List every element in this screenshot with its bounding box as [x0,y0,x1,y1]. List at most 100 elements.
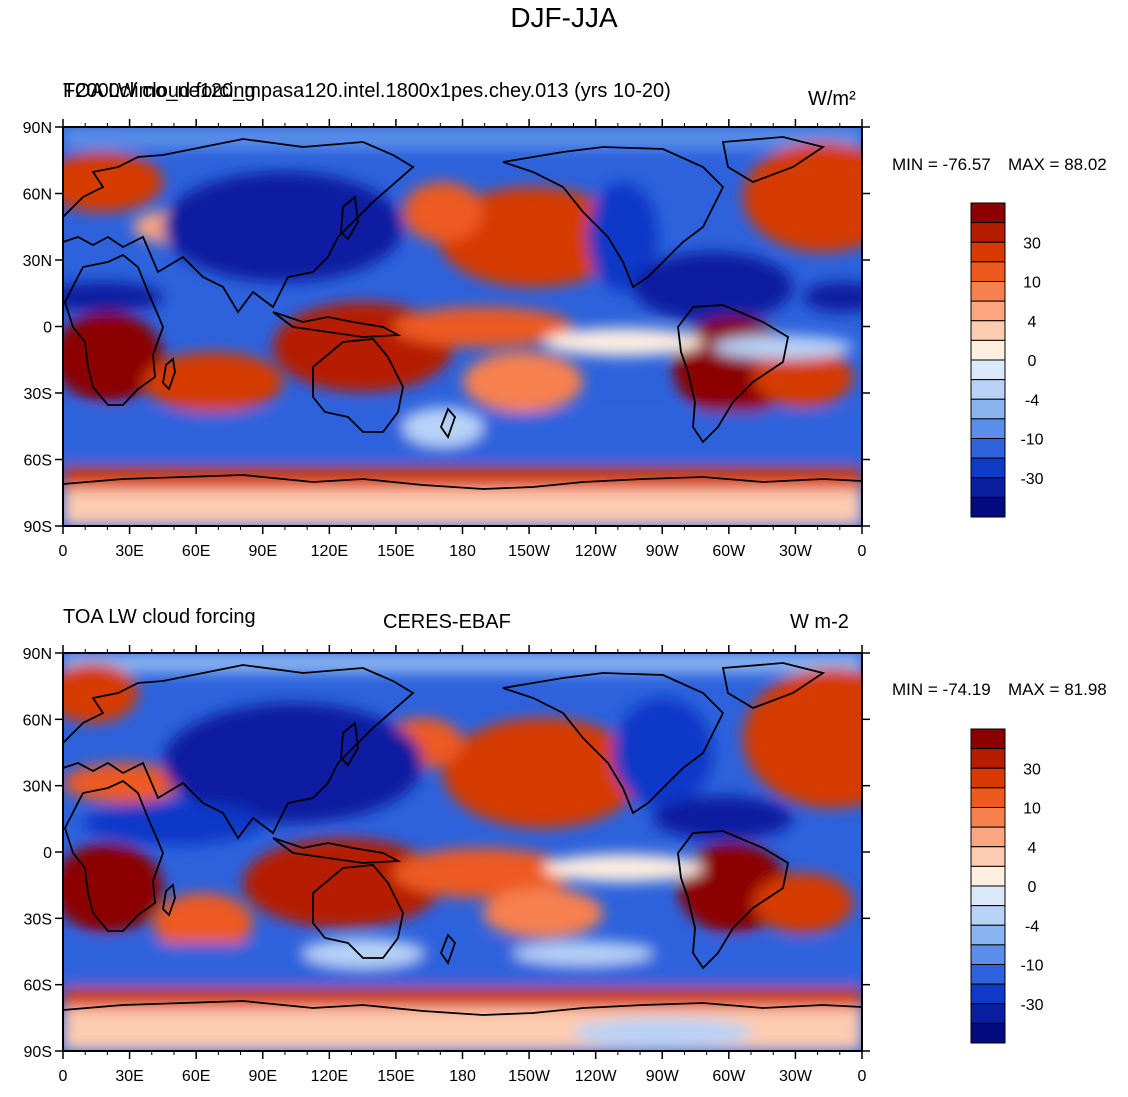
panel2-colorbar-swatch [970,767,1006,789]
panel1-colorbar-swatch [970,457,1006,479]
panel2-colorbar-swatch [970,983,1006,1005]
panel1-colorbar-swatch [970,496,1006,518]
panel2-min: MIN = -74.19 [892,680,991,699]
panel2-units: W m-2 [790,611,849,633]
panel1-lon-label: 90E [249,543,277,560]
panel1-colorbar-swatch [970,359,1006,381]
panel1-lon-label: 120E [311,543,348,560]
panel1-lon-label: 120W [575,543,618,560]
panel1-left-title-b: F2000climo_ne120_mpasa120.intel.1800x1pe… [63,80,671,102]
panel2-lon-label: 150W [508,1068,551,1085]
panel2-colorbar-swatch [970,885,1006,907]
panel2-lat-label: 90N [23,646,52,663]
panel1-lon-label: 180 [449,543,476,560]
panel2-colorbar-swatch [970,846,1006,867]
panel1-colorbar-swatch [970,281,1006,302]
panel2-colorbar-label: 0 [1028,879,1037,896]
panel1-colorbar-swatch [970,339,1006,361]
panel1-lat-label: 90S [24,519,52,536]
panel2-lon-label: 120E [311,1068,348,1085]
panel2-lon-label: 60W [712,1068,746,1085]
panel1-colorbar-label: 4 [1028,314,1037,331]
panel2-colorbar-swatch [970,826,1006,848]
panel1-colorbar-swatch [970,379,1006,400]
panel2-colorbar-label: -10 [1020,958,1043,975]
panel1-lon-label: 60W [712,543,746,560]
panel2-colorbar-label: -30 [1020,997,1043,1014]
panel2-lat-label: 30N [23,779,52,796]
panel1-lat-label: 60S [24,453,52,470]
panel2-map [62,652,863,1052]
panel1-colorbar-label: 10 [1023,275,1041,292]
panel1-lat-label: 30S [24,386,52,403]
panel2-colorbar-label: 10 [1023,801,1041,818]
panel1-colorbar-swatch [970,202,1006,224]
panel2-lon-label: 180 [449,1068,476,1085]
panel1-lat-label: 0 [43,320,52,337]
panel2-max: MAX = 81.98 [1008,680,1107,699]
panel2-colorbar-swatch [970,944,1006,965]
panel2-colorbar-swatch [970,728,1006,750]
panel1-colorbar-swatch [970,418,1006,439]
panel2-lat-label: 90S [24,1044,52,1061]
panel1-lon-label: 60E [182,543,210,560]
panel2-colorbar-swatch [970,1003,1006,1024]
panel1-max: MAX = 88.02 [1008,155,1107,174]
panel2-lon-label: 120W [575,1068,618,1085]
panel2-lat-label: 60N [23,712,52,729]
panel2-lon-label: 60E [182,1068,210,1085]
panel1-colorbar-swatch [970,241,1006,263]
panel1-left-title-a: TOA LW cloud forcing [63,80,256,102]
panel2-colorbar-swatch [970,865,1006,887]
panel2-lon-label: 30W [779,1068,813,1085]
panel1-lon-label: 30E [115,543,143,560]
panel2-lat-label: 30S [24,911,52,928]
panel1-colorbar-label: 30 [1023,235,1041,252]
panel1-lon-label: 0 [59,543,68,560]
panel2-lat-label: 60S [24,978,52,995]
panel1-colorbar-swatch [970,320,1006,341]
figure-title: DJF-JJA [510,2,618,33]
panel2-lat-label: 0 [43,845,52,862]
panel1-colorbar-swatch [970,300,1006,322]
panel2-colorbar-swatch [970,924,1006,946]
panel1-colorbar-label: 0 [1028,353,1037,370]
panel1-colorbar-swatch [970,477,1006,498]
panel2-center-title: CERES-EBAF [383,611,511,633]
panel1-lon-label: 90W [646,543,680,560]
panel1-colorbar-swatch [970,222,1006,243]
panel1-colorbar-swatch [970,438,1006,459]
panel1-units: W/m² [808,88,856,110]
panel2-colorbar-label: 30 [1023,761,1041,778]
panel1-lat-label: 30N [23,253,52,270]
panel2-lon-label: 0 [59,1068,68,1085]
panel1-colorbar-label: -30 [1020,471,1043,488]
panel1-lon-label: 30W [779,543,813,560]
panel2-colorbar-label: -4 [1025,918,1039,935]
panel2-left-title: TOA LW cloud forcing [63,606,256,628]
panel2-colorbar-swatch [970,807,1006,828]
panel2-colorbar-swatch [970,1022,1006,1044]
panel1-colorbar-swatch [970,261,1006,282]
panel2-colorbar-label: 4 [1028,840,1037,857]
panel1-lon-label: 150E [377,543,414,560]
panel1-colorbar-swatch [970,398,1006,420]
panel1-lat-label: 60N [23,187,52,204]
panel2-lon-label: 30E [115,1068,143,1085]
panel2-colorbar-swatch [970,964,1006,985]
panel2-lon-label: 90W [646,1068,680,1085]
panel2-colorbar-swatch [970,905,1006,926]
panel2-lon-label: 0 [858,1068,867,1085]
panel1-map [62,126,863,527]
panel2-colorbar-swatch [970,787,1006,808]
panel2-colorbar-swatch [970,748,1006,769]
panel2-lon-label: 150E [377,1068,414,1085]
panel1-lon-label: 0 [858,543,867,560]
panel2-lon-label: 90E [249,1068,277,1085]
panel1-min: MIN = -76.57 [892,155,991,174]
panel1-colorbar-label: -4 [1025,392,1039,409]
panel1-colorbar-label: -10 [1020,432,1043,449]
panel1-lat-label: 90N [23,120,52,137]
panel1-lon-label: 150W [508,543,551,560]
